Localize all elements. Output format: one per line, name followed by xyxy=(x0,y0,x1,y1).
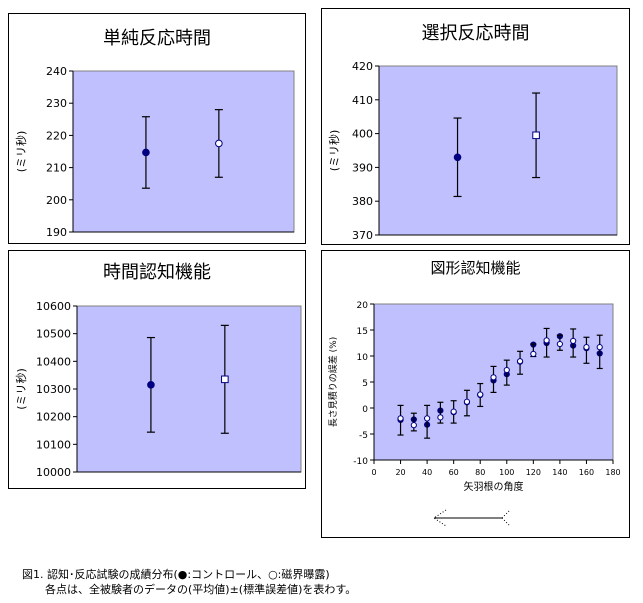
y-tick-label: 10300 xyxy=(36,383,71,396)
data-point-exposed xyxy=(596,344,603,351)
x-tick-label: 40 xyxy=(422,468,432,477)
y-tick-label: -5 xyxy=(359,431,368,441)
y-tick-label: 370 xyxy=(352,229,373,242)
chart-panel-time-cognition: 時間認知機能 10000 10100 10200 10300 10400 10500 106… xyxy=(8,250,306,489)
plot-area xyxy=(76,305,302,473)
data-point-exposed xyxy=(437,414,444,421)
x-tick-label: 80 xyxy=(475,468,485,477)
x-tick-label: 0 xyxy=(371,468,376,477)
y-tick-label: 190 xyxy=(46,226,67,239)
chart-time-cognition: 10000 10100 10200 10300 10400 10500 10600 (ミリ秒) xyxy=(14,300,302,479)
y-tick-label: 10500 xyxy=(36,328,71,341)
y-tick-label: -10 xyxy=(353,457,368,467)
y-tick-label: 220 xyxy=(46,129,67,142)
data-point-exposed xyxy=(463,398,471,405)
plot-area xyxy=(72,70,295,233)
y-tick-label: 10100 xyxy=(36,438,71,451)
chart-panel-simple-reaction: 単純反応時間 190 200 210 220 230 240 (ミリ秒) xyxy=(8,13,306,244)
x-tick-label: 160 xyxy=(579,468,594,477)
chart-title: 選択反応時間 xyxy=(421,23,530,44)
data-point-exposed xyxy=(530,350,537,358)
data-point-exposed xyxy=(477,391,484,398)
data-point-exposed xyxy=(424,415,431,422)
y-tick-label: 10600 xyxy=(36,300,71,313)
data-point-exposed xyxy=(503,366,510,374)
y-tick-label: 10400 xyxy=(36,355,71,368)
caption-line-1: 図1. 認知･反応試験の成績分布(●:コントロール、○:磁界曝露) xyxy=(22,568,330,581)
data-point-exposed xyxy=(410,422,417,429)
y-tick-label: 420 xyxy=(352,60,373,73)
data-point-exposed xyxy=(543,337,550,344)
chart-figure-cognition: -10 -5 0 5 10 15 20 長さ見積りの誤差 (%) 0 20 40 60 80 100 120… xyxy=(327,301,621,527)
plot-area xyxy=(378,65,618,236)
y-tick-label: 5 xyxy=(362,379,368,389)
y-axis-label: 長さ見積りの誤差 (%) xyxy=(327,337,339,427)
data-point-control xyxy=(453,153,462,162)
data-point-exposed xyxy=(450,408,457,415)
y-tick-label: 10000 xyxy=(36,466,71,479)
y-tick-label: 200 xyxy=(46,194,67,207)
data-point-exposed xyxy=(490,374,497,381)
caption-line-2: 各点は、全被験者のデータの(平均値)±(標準誤差値)を表わす。 xyxy=(45,583,357,596)
data-point-exposed xyxy=(532,131,540,140)
figure-caption: 図1. 認知･反応試験の成績分布(●:コントロール、○:磁界曝露) 各点は、全被… xyxy=(22,567,356,597)
data-point-control xyxy=(147,381,155,389)
data-point-exposed xyxy=(583,344,590,351)
y-tick-label: 410 xyxy=(352,94,373,107)
y-axis-label: (ミリ秒) xyxy=(327,130,341,172)
y-tick-label: 10 xyxy=(357,353,369,363)
data-point-exposed xyxy=(516,358,524,365)
x-tick-label: 100 xyxy=(499,468,514,477)
chart-panel-figure-cognition: 図形認知機能 -10 -5 0 5 10 15 20 長さ見積りの誤差 (%) 0 20 40 60 8… xyxy=(321,250,630,538)
y-tick-label: 380 xyxy=(352,195,373,208)
x-tick-label: 120 xyxy=(526,468,541,477)
y-tick-label: 10200 xyxy=(36,411,71,424)
y-tick-label: 15 xyxy=(357,327,368,337)
chart-choice-reaction: 370 380 390 400 410 420 (ミリ秒) xyxy=(327,60,618,242)
x-tick-label: 20 xyxy=(395,468,405,477)
y-tick-label: 20 xyxy=(357,301,369,311)
arrow-figure-fins xyxy=(433,509,511,527)
data-point-exposed xyxy=(221,375,229,384)
chart-simple-reaction: 190 200 210 220 230 240 (ミリ秒) xyxy=(14,65,295,239)
data-point-exposed xyxy=(215,139,223,148)
data-point-exposed xyxy=(397,415,404,422)
y-axis-label: (ミリ秒) xyxy=(14,368,28,410)
data-point-exposed xyxy=(570,337,577,345)
data-point-exposed xyxy=(556,340,563,348)
x-tick-label: 140 xyxy=(552,468,567,477)
y-tick-label: 230 xyxy=(46,97,67,110)
x-tick-label: 60 xyxy=(449,468,459,477)
y-axis-label: (ミリ秒) xyxy=(14,131,28,173)
x-axis-label: 矢羽根の角度 xyxy=(464,480,524,493)
y-tick-label: 210 xyxy=(46,162,67,175)
y-tick-label: 400 xyxy=(352,128,373,141)
data-point-control xyxy=(142,148,150,157)
y-tick-label: 0 xyxy=(362,405,368,415)
x-tick-label: 180 xyxy=(605,468,620,477)
chart-panel-choice-reaction: 選択反応時間 370 380 390 400 410 420 (ミリ秒) xyxy=(321,8,630,245)
chart-title: 単純反応時間 xyxy=(103,28,211,49)
y-tick-label: 390 xyxy=(352,161,373,174)
chart-title: 図形認知機能 xyxy=(430,259,521,277)
chart-title: 時間認知機能 xyxy=(103,262,211,283)
y-tick-label: 240 xyxy=(46,65,67,78)
